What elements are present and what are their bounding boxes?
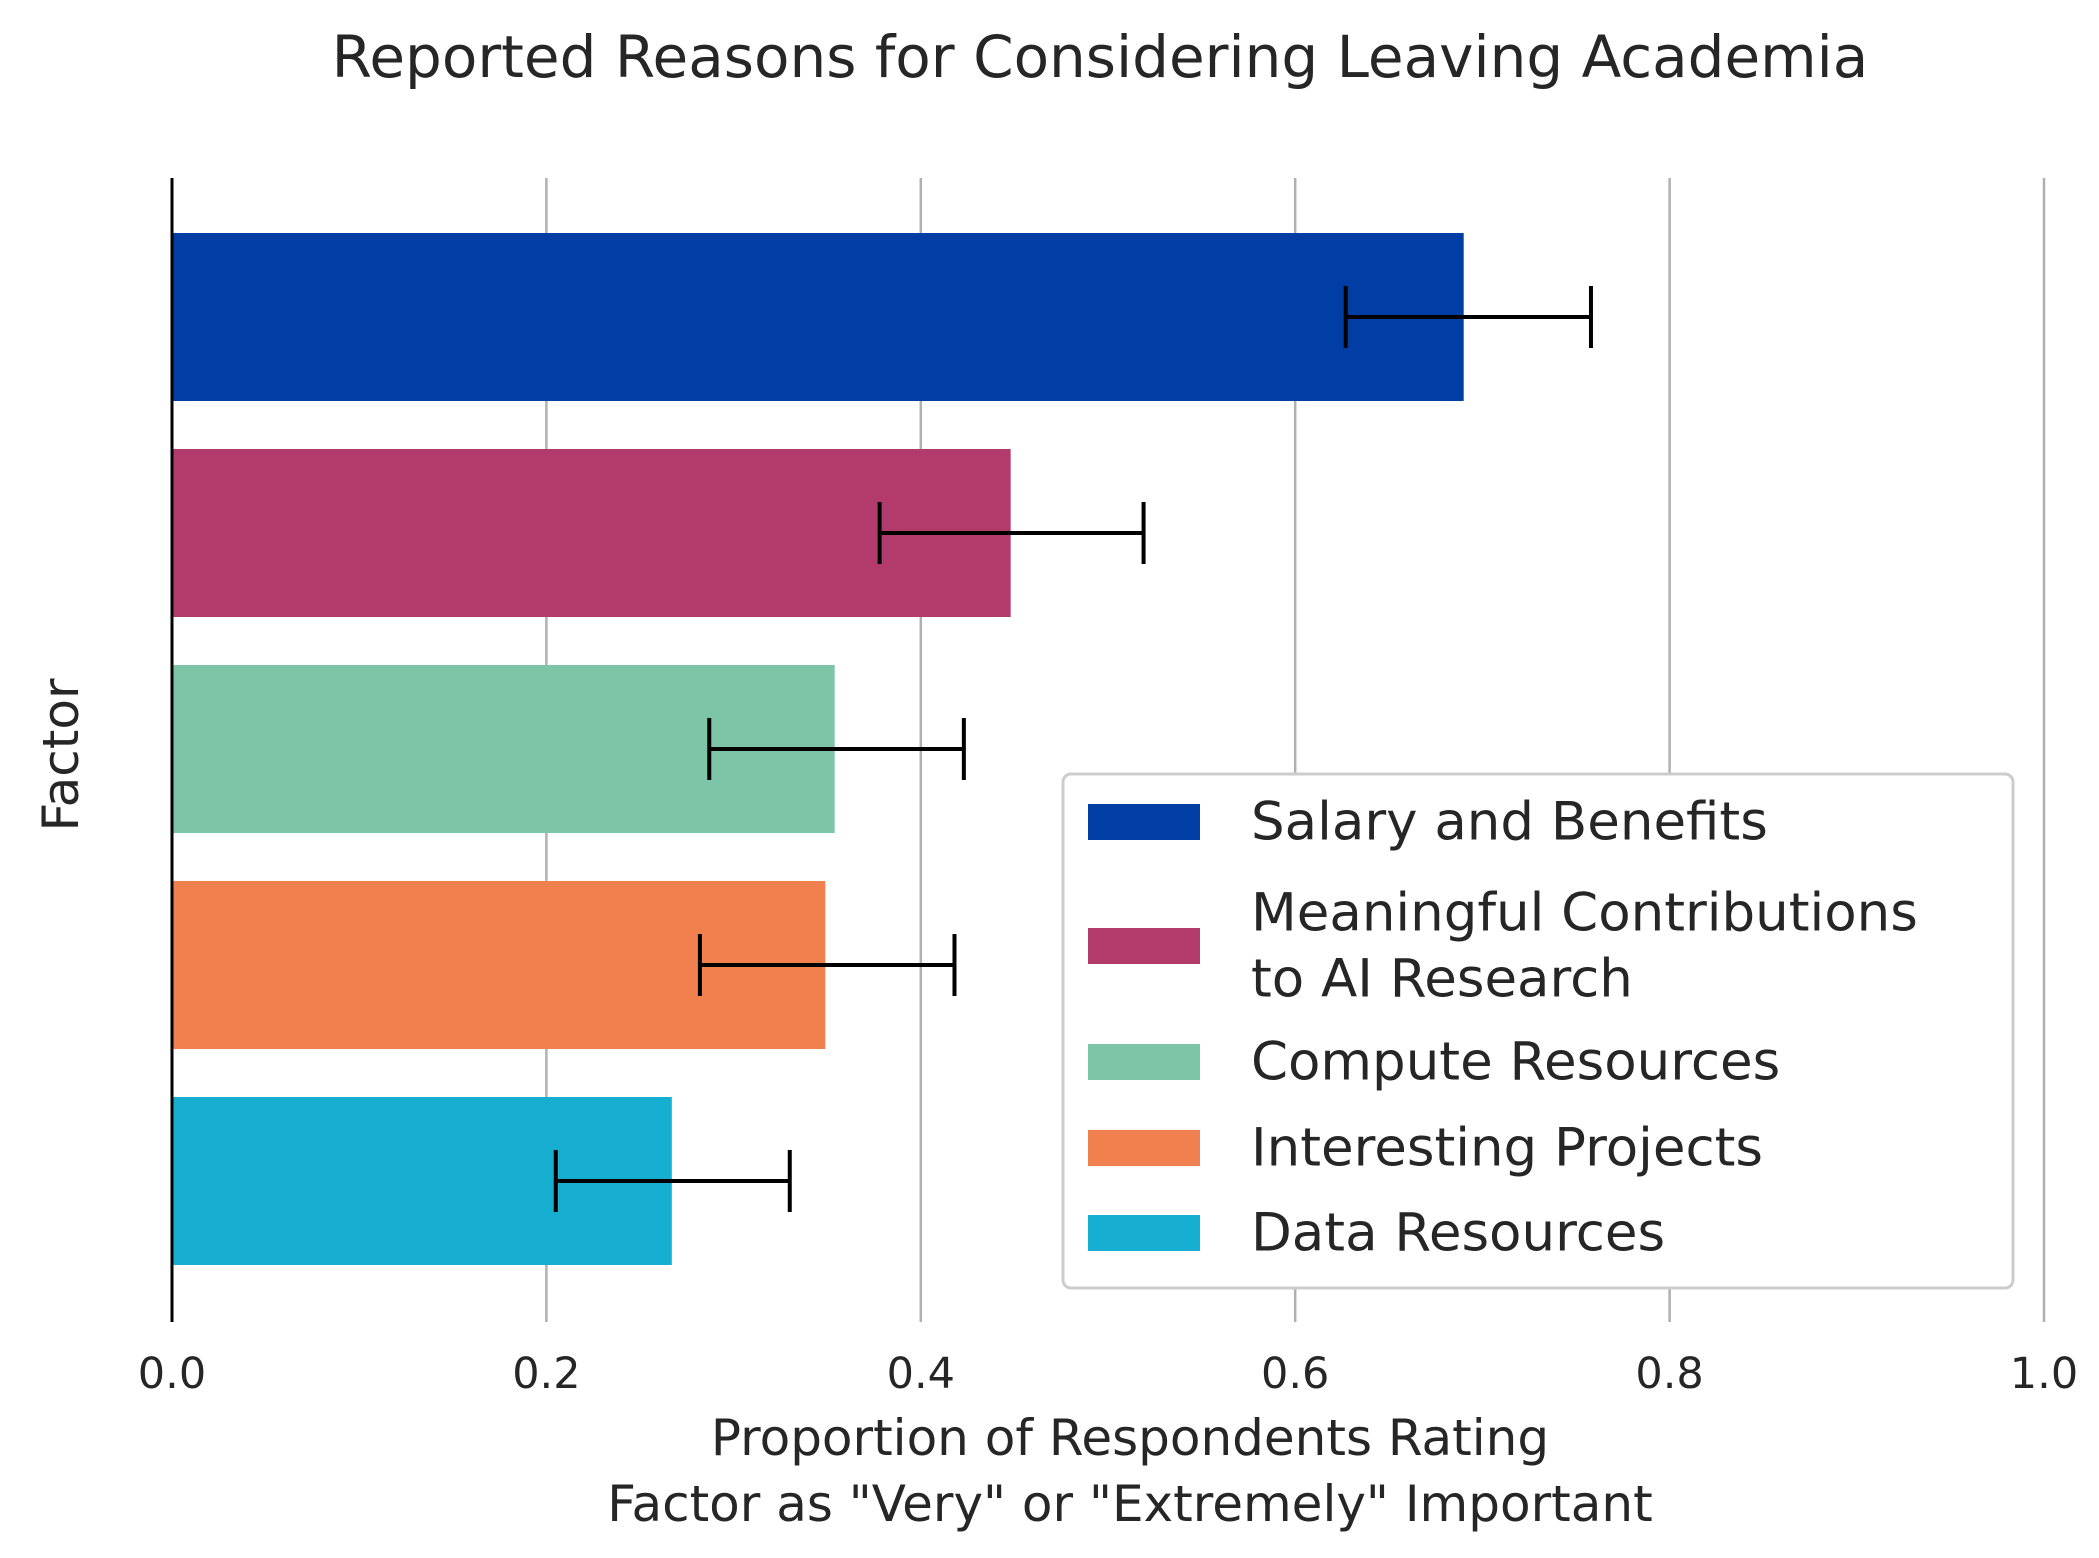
error-bars [553, 286, 1593, 1212]
legend-swatch-0 [1088, 804, 1200, 840]
legend-swatch-4 [1088, 1215, 1200, 1251]
bar-1 [172, 449, 1011, 617]
x-tick-label-0: 0.0 [138, 1349, 206, 1399]
error-bar-3 [697, 934, 957, 996]
error-bar-1 [877, 502, 1146, 564]
chart-title: Reported Reasons for Considering Leaving… [332, 23, 1869, 91]
legend-label-3: Interesting Projects [1251, 1118, 1763, 1179]
legend-entry-3: Interesting Projects [1088, 1118, 1763, 1179]
legend-entry-2: Compute Resources [1088, 1032, 1780, 1093]
y-axis-label: Factor [32, 678, 90, 831]
x-axis-label-line-1: Proportion of Respondents Rating [711, 1409, 1549, 1467]
x-axis-label-line-2: Factor as "Very" or "Extremely" Importan… [607, 1475, 1652, 1533]
x-tick-label-1: 0.2 [512, 1349, 580, 1399]
x-tick-labels: 0.0 0.2 0.4 0.6 0.8 1.0 [138, 1349, 2078, 1399]
legend-label-0: Salary and Benefits [1251, 792, 1768, 853]
x-tick-label-4: 0.8 [1635, 1349, 1703, 1399]
legend-label-2: Compute Resources [1251, 1032, 1780, 1093]
legend-swatch-3 [1088, 1130, 1200, 1166]
legend-items: Salary and Benefits Meaningful Contributi… [1088, 792, 1918, 1264]
legend-entry-0: Salary and Benefits [1088, 792, 1768, 853]
error-bar-2 [707, 718, 966, 780]
legend-label-1-line-0: Meaningful Contributions [1251, 883, 1918, 944]
legend: Salary and Benefits Meaningful Contributi… [1061, 772, 2015, 1290]
legend-swatch-1 [1088, 928, 1200, 964]
legend-entry-4: Data Resources [1088, 1203, 1665, 1264]
x-tick-label-3: 0.6 [1261, 1349, 1329, 1399]
legend-box [1061, 772, 2015, 1290]
legend-label-1-line-1: to AI Research [1251, 949, 1633, 1010]
error-bar-0 [1343, 286, 1593, 348]
bar-0 [172, 233, 1464, 401]
legend-swatch-2 [1088, 1044, 1200, 1080]
x-tick-label-5: 1.0 [2010, 1349, 2078, 1399]
error-bar-4 [553, 1150, 792, 1212]
legend-label-4: Data Resources [1251, 1203, 1665, 1264]
x-tick-label-2: 0.4 [887, 1349, 955, 1399]
